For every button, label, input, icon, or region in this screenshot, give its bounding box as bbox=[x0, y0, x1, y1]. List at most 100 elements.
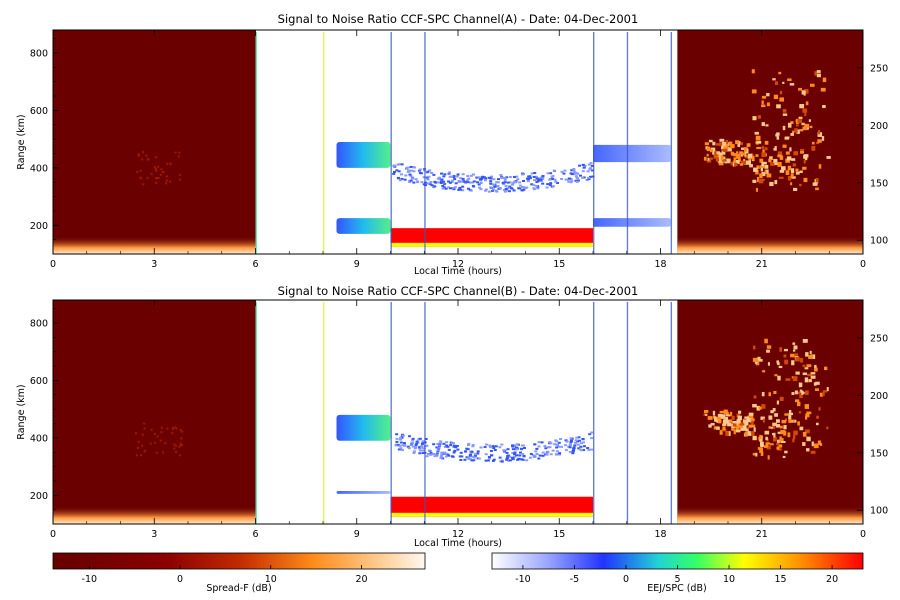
y2-tick-label: 150 bbox=[870, 448, 888, 459]
spc-echo-cell bbox=[553, 443, 557, 446]
spread-f-weak-cell bbox=[142, 151, 145, 154]
spc-echo-cell bbox=[502, 449, 506, 452]
spread-f-weak-cell bbox=[178, 454, 181, 457]
spc-echo-cell bbox=[469, 174, 473, 177]
spread-f-plume-cell bbox=[762, 370, 766, 373]
spc-echo-cell bbox=[558, 453, 562, 456]
spc-echo-cell bbox=[575, 436, 579, 439]
spc-echo-cell bbox=[572, 446, 576, 449]
spread-f-plume-cell bbox=[764, 338, 768, 344]
spc-echo-cell bbox=[579, 445, 583, 448]
spread-f-plume-cell bbox=[709, 157, 713, 160]
spread-f-plume-cell bbox=[782, 113, 788, 116]
spc-echo-cell bbox=[590, 437, 594, 440]
spread-f-weak-cell bbox=[171, 428, 174, 431]
spread-f-plume-cell bbox=[824, 366, 828, 371]
spc-echo-cell bbox=[441, 457, 445, 460]
spc-echo-cell bbox=[397, 448, 401, 451]
spc-echo-cell bbox=[490, 175, 494, 178]
spread-f-plume-cell bbox=[726, 420, 730, 423]
spc-echo-cell bbox=[537, 441, 541, 444]
spc-echo-cell bbox=[442, 452, 446, 455]
spc-echo-cell bbox=[550, 176, 554, 179]
spc-echo-cell bbox=[585, 178, 589, 181]
spc-echo-cell bbox=[588, 168, 592, 171]
spread-f-region bbox=[677, 300, 863, 524]
spread-f-weak-cell bbox=[142, 183, 145, 186]
spc-echo-cell bbox=[541, 451, 545, 454]
spc-echo-cell bbox=[429, 453, 433, 456]
spc-echo-cell bbox=[425, 176, 429, 179]
spread-f-weak-cell bbox=[173, 447, 176, 450]
spc-echo-cell bbox=[460, 455, 464, 458]
spread-f-plume-cell bbox=[817, 440, 821, 445]
spc-echo-cell bbox=[538, 454, 542, 457]
spc-echo-cell bbox=[400, 177, 404, 180]
spread-f-plume-cell bbox=[761, 100, 764, 105]
spread-f-plume-cell bbox=[792, 342, 796, 345]
spread-f-plume-cell bbox=[798, 87, 803, 91]
spc-echo-cell bbox=[408, 173, 412, 176]
spc-echo-cell bbox=[548, 183, 552, 186]
spc-echo-cell bbox=[571, 450, 575, 453]
spc-echo-cell bbox=[530, 172, 534, 175]
panel-channel-a: Signal to Noise Ratio CCF-SPC Channel(A)… bbox=[16, 12, 888, 277]
spc-echo-cell bbox=[410, 177, 414, 180]
spc-echo-cell bbox=[448, 171, 452, 174]
spc-echo-cell bbox=[590, 431, 594, 434]
spread-f-plume-cell bbox=[726, 411, 729, 415]
spread-f-weak-cell bbox=[155, 169, 158, 172]
spc-echo-cell bbox=[479, 188, 483, 191]
spread-f-plume-cell bbox=[751, 420, 754, 425]
spread-f-plume-cell bbox=[814, 364, 817, 368]
spc-echo-cell bbox=[573, 444, 577, 447]
y-tick-label: 400 bbox=[30, 433, 48, 444]
spread-f-plume-cell bbox=[795, 168, 799, 172]
spc-echo-cell bbox=[458, 188, 462, 191]
spc-echo-cell bbox=[521, 458, 525, 461]
spc-echo-cell bbox=[452, 445, 456, 448]
spc-echo-cell bbox=[496, 185, 500, 188]
spread-f-plume-cell bbox=[743, 419, 749, 424]
spc-echo-cell bbox=[428, 183, 432, 186]
spc-echo-cell bbox=[466, 174, 470, 177]
spread-f-plume-cell bbox=[768, 158, 772, 163]
spread-f-plume-cell bbox=[725, 140, 728, 145]
spread-f-plume-cell bbox=[744, 416, 749, 419]
spc-echo-cell bbox=[467, 177, 471, 180]
spc-echo-cell bbox=[515, 448, 519, 451]
spc-echo-cell bbox=[480, 177, 484, 180]
spc-echo-cell bbox=[501, 181, 505, 184]
spread-f-plume-cell bbox=[741, 152, 746, 156]
spc-echo-cell bbox=[504, 187, 508, 190]
spc-echo-cell bbox=[570, 169, 574, 172]
spc-echo-cell bbox=[406, 170, 410, 173]
spread-f-plume-cell bbox=[728, 141, 733, 146]
spc-echo-cell bbox=[454, 182, 458, 185]
spread-f-plume-cell bbox=[786, 156, 792, 161]
vertical-streak bbox=[323, 32, 325, 254]
spread-f-plume-cell bbox=[826, 156, 831, 159]
spread-f-plume-cell bbox=[773, 158, 778, 163]
spc-echo-cell bbox=[458, 455, 462, 458]
spread-f-plume-cell bbox=[764, 147, 768, 151]
panel-b-title: Signal to Noise Ratio CCF-SPC Channel(B)… bbox=[278, 284, 639, 298]
spread-f-plume-cell bbox=[729, 411, 733, 417]
spread-f-plume-cell bbox=[759, 434, 762, 440]
spread-f-plume-cell bbox=[774, 180, 778, 185]
spread-f-plume-cell bbox=[735, 140, 740, 145]
panel-b-ylabel: Range (km) bbox=[16, 384, 27, 439]
spc-echo-cell bbox=[427, 449, 431, 452]
spc-echo-cell bbox=[582, 449, 586, 452]
spread-f-plume-cell bbox=[733, 429, 736, 435]
spread-f-weak-cell bbox=[172, 426, 175, 429]
spc-echo-cell bbox=[443, 173, 447, 176]
spread-f-weak-cell bbox=[155, 451, 158, 454]
spread-f-plume-cell bbox=[760, 416, 765, 420]
spc-echo-cell bbox=[412, 451, 416, 454]
spc-echo-cell bbox=[511, 458, 515, 461]
spread-f-plume-cell bbox=[822, 390, 828, 393]
spread-f-plume-cell bbox=[723, 144, 729, 149]
colorbar-spread-f-label: Spread-F (dB) bbox=[206, 583, 271, 594]
spc-echo-cell bbox=[558, 452, 562, 455]
